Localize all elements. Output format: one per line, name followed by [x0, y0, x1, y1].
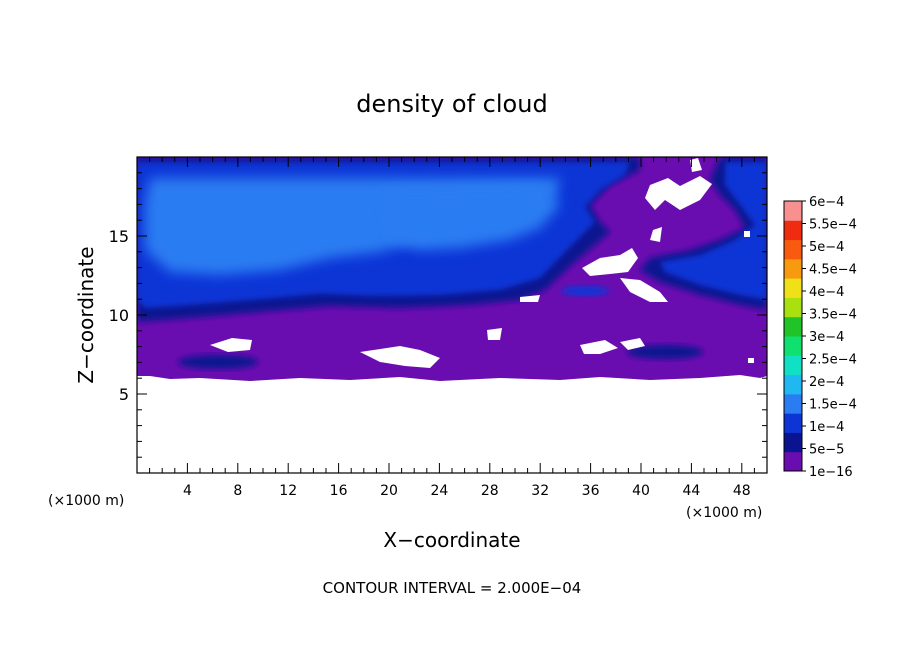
colorbar-label: 4e−4 [809, 285, 844, 300]
colorbar-label: 3.5e−4 [809, 308, 857, 323]
colorbar-label: 6e−4 [809, 195, 844, 210]
colorbar-swatch [784, 258, 802, 279]
y-tick-label: 15 [109, 227, 129, 246]
colorbar-label: 5e−4 [809, 240, 844, 255]
colorbar-label: 1e−16 [809, 465, 853, 480]
colorbar-swatch [784, 393, 802, 414]
colorbar-label: 2e−4 [809, 375, 844, 390]
x-unit-right-label: (×1000 m) [686, 505, 762, 521]
x-tick-label: 16 [330, 483, 348, 499]
colorbar-label: 3e−4 [809, 330, 844, 345]
x-tick-label: 4 [183, 483, 192, 499]
y-tick-label: 10 [109, 306, 129, 325]
colorbar-label: 5.5e−4 [809, 218, 857, 233]
x-tick-label: 36 [582, 483, 600, 499]
plot-area [137, 157, 767, 473]
colorbar-label: 5e−5 [809, 443, 844, 458]
x-axis: 4 8 12 16 20 24 28 32 36 40 44 48 [149, 157, 755, 499]
colorbar-swatch [784, 239, 802, 260]
x-tick-label: 28 [481, 483, 499, 499]
x-tick-label: 44 [682, 483, 700, 499]
colorbar-swatch [784, 374, 802, 395]
contour-interval-note: CONTOUR INTERVAL = 2.000E−04 [323, 579, 582, 597]
colorbar-swatch [784, 220, 802, 241]
colorbar-label: 2.5e−4 [809, 353, 857, 368]
colorbar-swatch [784, 451, 802, 472]
colorbar-swatch [784, 278, 802, 298]
x-tick-label: 8 [233, 483, 242, 499]
x-tick-label: 48 [733, 483, 751, 499]
colorbar-swatch [784, 201, 802, 221]
colorbar-swatch [784, 297, 802, 318]
y-tick-label: 5 [119, 385, 129, 404]
x-axis-label: X−coordinate [383, 528, 520, 552]
x-tick-label: 40 [632, 483, 650, 499]
colorbar-legend: 1e−16 5e−5 1e−4 1.5e−4 2e−4 2.5e−4 3e−4 3.5e−4 4… [783, 195, 857, 480]
colorbar-swatch [784, 432, 802, 453]
clear-sky-patches [210, 158, 754, 368]
colorbar-label: 4.5e−4 [809, 263, 857, 278]
x-tick-label: 12 [279, 483, 297, 499]
colorbar-label: 1.5e−4 [809, 398, 857, 413]
x-unit-left-label: (×1000 m) [48, 493, 124, 509]
chart-title: density of cloud [356, 90, 547, 118]
y-axis-label: Z−coordinate [74, 246, 98, 383]
x-tick-label: 24 [430, 483, 448, 499]
y-axis: 5 10 15 [109, 172, 767, 458]
x-tick-label: 20 [380, 483, 398, 499]
colorbar-swatch [784, 355, 802, 376]
x-tick-label: 32 [531, 483, 549, 499]
colorbar-swatch [784, 413, 802, 433]
colorbar-label: 1e−4 [809, 420, 844, 435]
dense-layer-right [660, 162, 767, 300]
colorbar-swatch [784, 336, 802, 356]
colorbar-swatch [784, 316, 802, 337]
